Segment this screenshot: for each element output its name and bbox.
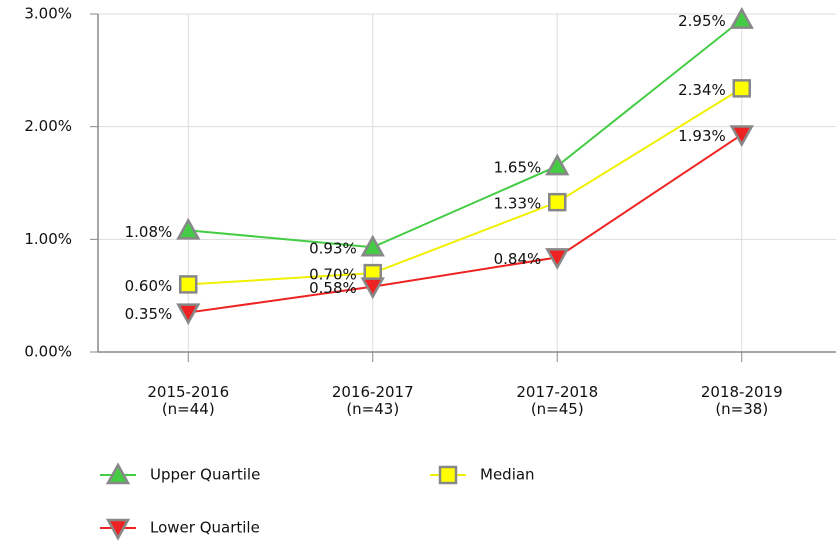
data-label: 0.93% (309, 240, 357, 258)
series-line (188, 18, 743, 249)
data-point (176, 303, 201, 326)
data-label: 1.65% (494, 159, 542, 177)
x-tick-label-line: 2016-2017 (332, 383, 414, 401)
data-label: 0.58% (309, 279, 357, 297)
x-tick-label-line: (n=38) (715, 400, 768, 418)
data-label: 1.33% (494, 195, 542, 213)
legend-marker (105, 518, 131, 541)
y-tick-label: 1.00% (24, 230, 72, 248)
legend-marker (105, 462, 131, 485)
legend-label: Upper Quartile (150, 466, 260, 484)
data-point (729, 7, 754, 29)
y-tick-label: 0.00% (24, 343, 72, 361)
x-tick-label: 2016-2017 (n=43) (332, 383, 414, 418)
data-label: 1.93% (678, 127, 726, 145)
x-tick-label-line: (n=45) (531, 400, 584, 418)
legend-marker (438, 465, 458, 485)
legend-label: Median (480, 466, 535, 484)
data-point (360, 234, 385, 257)
series-line (188, 87, 743, 286)
x-tick-label-line: 2017-2018 (516, 383, 598, 401)
series-line (188, 133, 743, 314)
data-label: 0.35% (125, 305, 173, 323)
y-tick-label: 3.00% (24, 5, 72, 23)
data-label: 2.95% (678, 12, 726, 30)
data-point (179, 275, 198, 294)
x-tick-label: 2017-2018 (n=45) (516, 383, 598, 418)
x-tick-label-line: 2015-2016 (147, 383, 229, 401)
x-tick-label-line: (n=43) (346, 400, 399, 418)
data-point (360, 277, 385, 300)
data-point (545, 248, 570, 270)
y-tick-label: 2.00% (24, 117, 72, 135)
data-point (176, 217, 201, 240)
data-point (732, 79, 751, 98)
data-label: 0.84% (494, 250, 542, 268)
data-label: 1.08% (125, 223, 173, 241)
data-point (729, 125, 754, 148)
x-tick-label: 2015-2016 (n=44) (147, 383, 229, 418)
data-label: 0.70% (309, 266, 357, 284)
legend-label: Lower Quartile (150, 519, 260, 537)
x-tick-label-line: 2018-2019 (701, 383, 783, 401)
data-point (548, 192, 567, 212)
data-point (545, 153, 570, 176)
data-label: 2.34% (678, 81, 726, 99)
data-label: 0.60% (125, 277, 173, 295)
x-tick-label-line: (n=44) (162, 400, 215, 418)
x-tick-label: 2018-2019 (n=38) (701, 383, 783, 418)
